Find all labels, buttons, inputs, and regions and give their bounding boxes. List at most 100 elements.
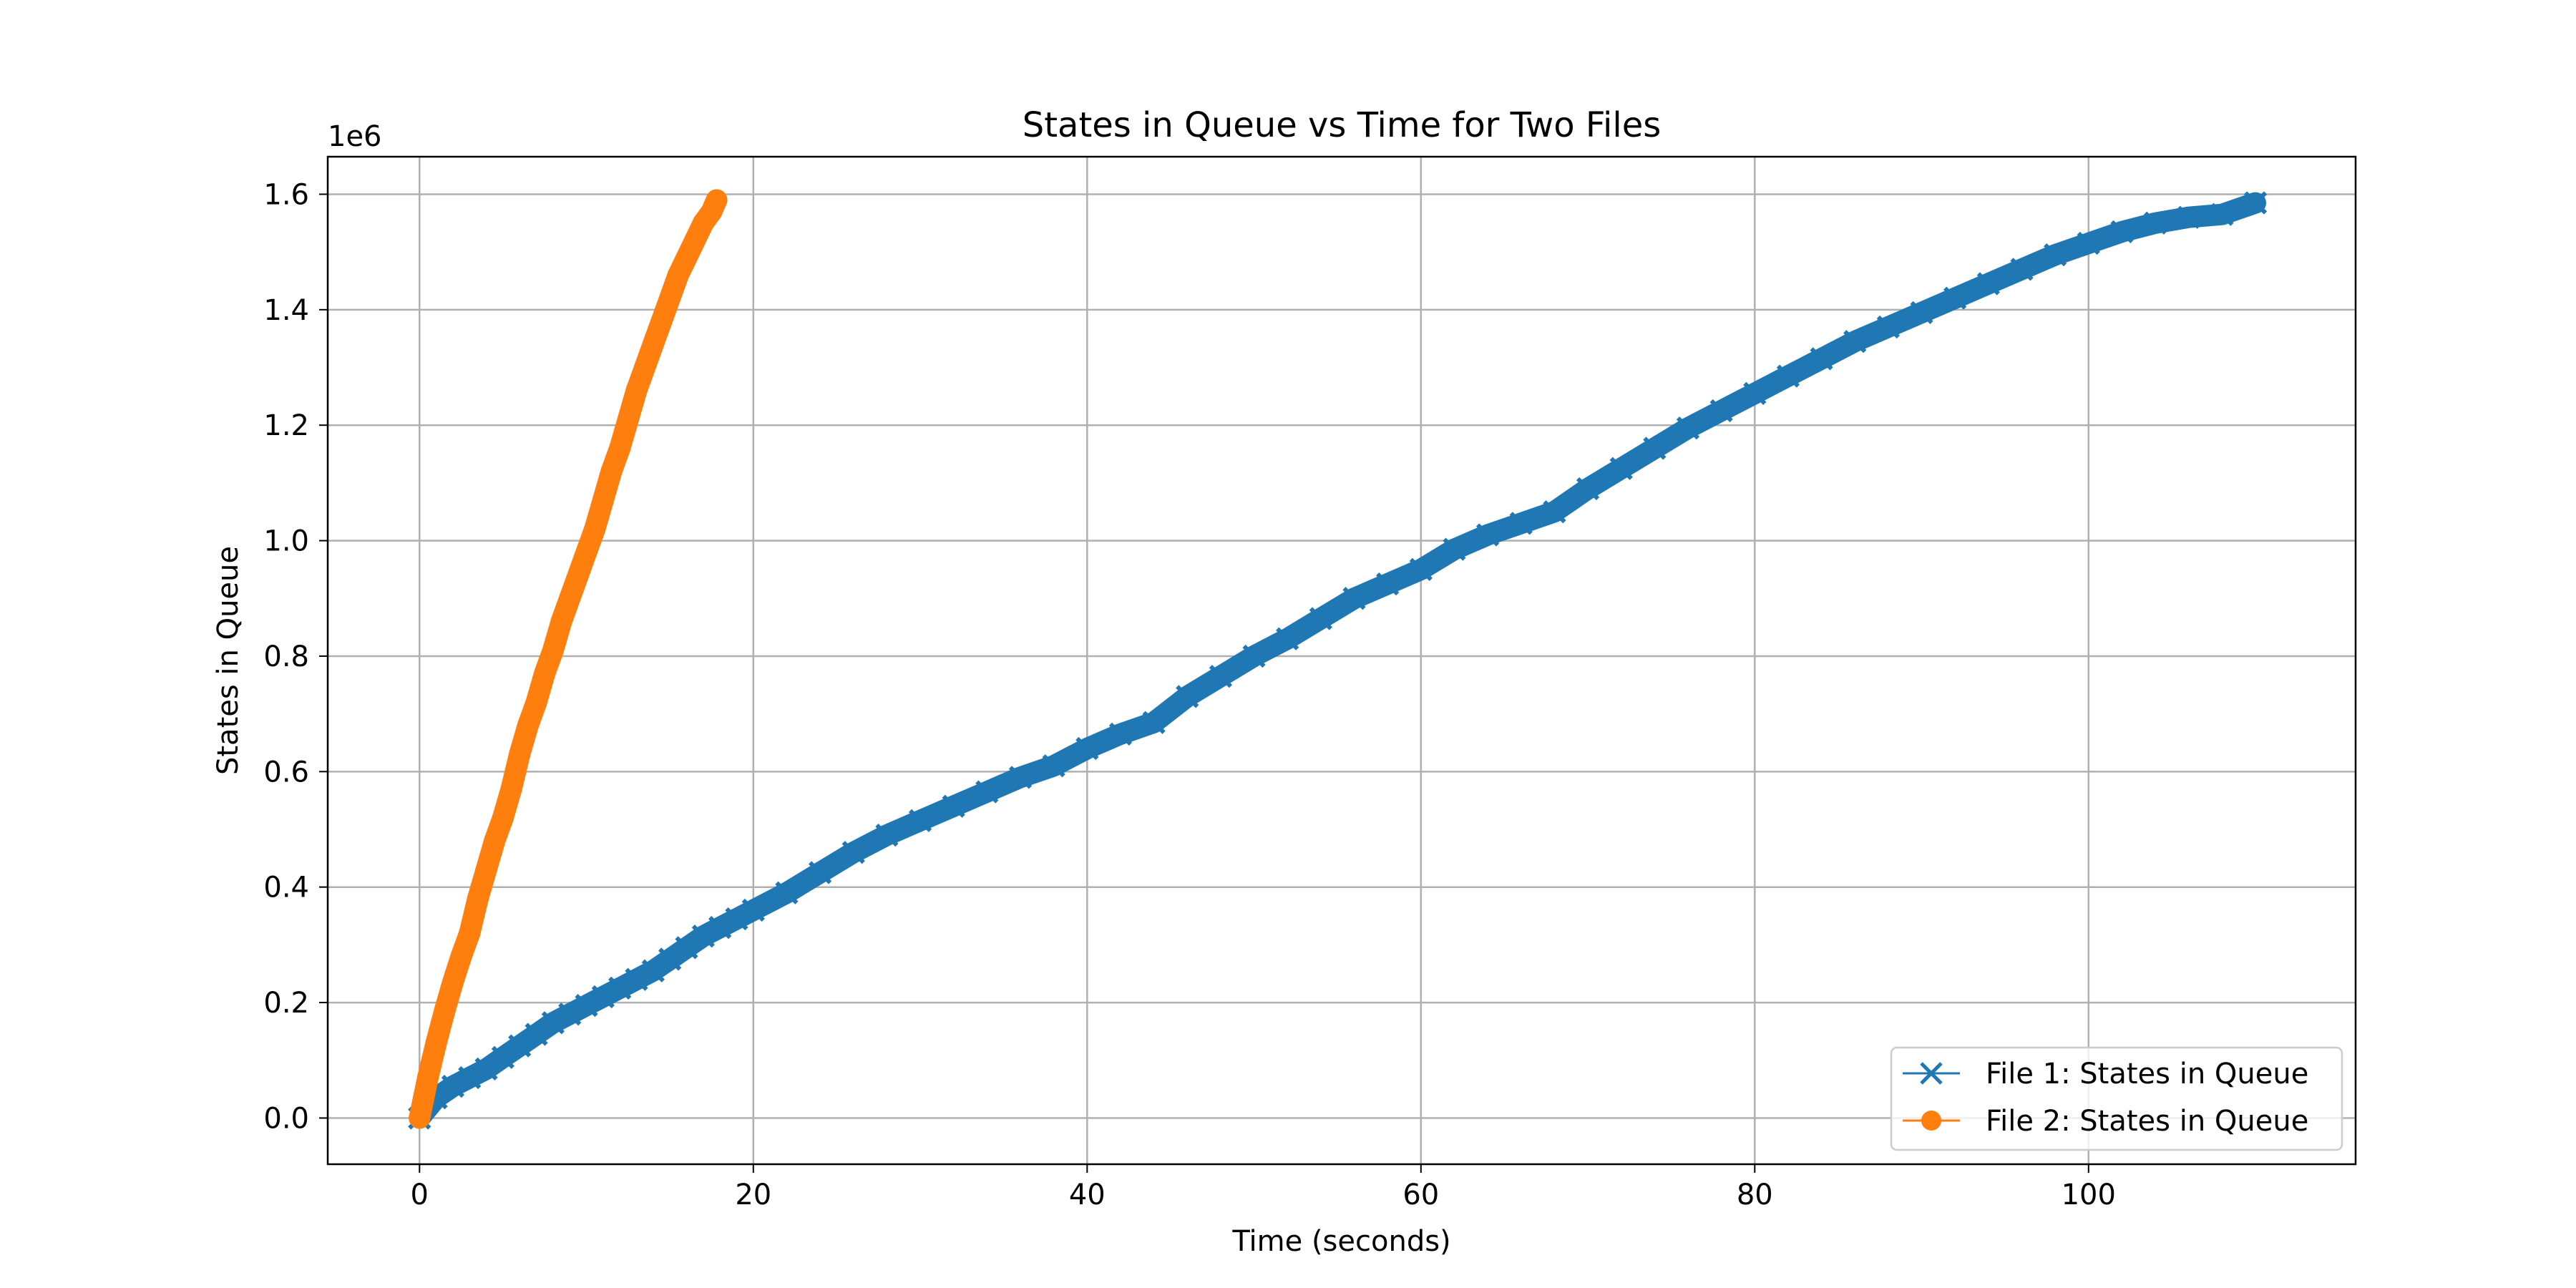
data-point-file-1: [775, 881, 799, 904]
data-point-file-1: [1042, 754, 1065, 778]
x-tick-label: 80: [1737, 1179, 1773, 1211]
data-point-file-1: [741, 898, 765, 922]
data-point-file-1: [1409, 557, 1433, 582]
data-point-file-1: [2177, 205, 2200, 229]
x-tick-label: 40: [1069, 1179, 1106, 1211]
data-point-file-2: [467, 887, 489, 909]
data-point-file-1: [1176, 685, 1199, 708]
data-point-file-2: [625, 379, 648, 401]
data-point-file-2: [475, 859, 497, 881]
data-point-file-1: [708, 916, 732, 940]
y-tick-label: 0.8: [263, 640, 309, 673]
data-point-file-1: [1843, 330, 1867, 353]
data-point-file-1: [1876, 315, 1901, 339]
data-point-file-2: [525, 691, 547, 713]
data-point-file-2: [634, 356, 656, 379]
data-point-file-1: [2210, 203, 2234, 226]
data-point-file-1: [1810, 347, 1833, 371]
data-point-file-1: [1543, 500, 1566, 524]
data-point-file-1: [2044, 243, 2067, 267]
y-tick-label: 1.0: [263, 525, 309, 558]
x-tick-label: 0: [411, 1179, 429, 1211]
data-point-file-2: [650, 310, 673, 332]
data-point-file-2: [559, 587, 581, 610]
data-point-file-1: [608, 976, 632, 1000]
data-point-file-1: [841, 841, 865, 864]
data-point-file-2: [600, 460, 623, 482]
data-point-file-1: [1008, 766, 1033, 789]
chart-title: States in Queue vs Time for Two Files: [1023, 105, 1662, 145]
data-point-file-1: [908, 809, 932, 833]
data-point-file-2: [667, 264, 689, 286]
legend-label-file-2: File 2: States in Queue: [1986, 1105, 2308, 1138]
data-point-file-1: [541, 1011, 565, 1035]
data-point-file-2: [642, 333, 664, 356]
data-point-file-2: [459, 922, 481, 945]
plot-frame: [326, 155, 2357, 1166]
data-point-file-1: [491, 1045, 515, 1069]
data-point-file-2: [675, 247, 698, 269]
data-point-file-2: [659, 287, 681, 309]
grid-lines: [328, 157, 2356, 1164]
data-point-file-2: [542, 639, 564, 661]
data-point-file-1: [575, 993, 598, 1018]
data-point-file-2: [584, 518, 606, 540]
data-point-file-1: [1943, 286, 1967, 310]
data-point-file-1: [1376, 572, 1400, 596]
data-point-file-2: [441, 971, 464, 993]
data-point-file-1: [2077, 231, 2100, 255]
data-point-file-1: [1609, 457, 1633, 480]
legend-label-file-1: File 1: States in Queue: [1986, 1058, 2308, 1091]
data-point-file-1: [2010, 258, 2034, 281]
legend: File 1: States in Queue File 2: States i…: [1890, 1046, 2343, 1151]
data-point-file-2: [534, 663, 556, 685]
data-point-file-1: [875, 823, 899, 847]
data-point-file-2: [425, 1032, 447, 1054]
data-point-file-1: [658, 947, 682, 971]
data-point-file-1: [1108, 722, 1133, 746]
data-point-file-2: [592, 489, 614, 512]
data-point-file-2: [517, 714, 539, 736]
data-point-file-1: [1676, 416, 1700, 440]
legend-box: [1890, 1046, 2343, 1151]
data-point-file-1: [625, 967, 648, 991]
data-point-file-2: [484, 830, 506, 852]
data-point-file-1: [1209, 665, 1233, 688]
data-point-file-1: [1075, 736, 1099, 761]
data-point-file-1: [558, 1002, 582, 1026]
data-point-file-1: [641, 959, 665, 982]
data-point-file-1: [1776, 364, 1800, 388]
data-point-file-1: [808, 861, 832, 884]
data-point-file-1: [2143, 211, 2167, 235]
y-tick-label: 0.6: [263, 756, 309, 789]
data-point-file-1: [1743, 381, 1767, 405]
x-tick-label: 60: [1402, 1179, 1439, 1211]
data-point-file-1: [725, 907, 748, 931]
data-point-file-1: [1443, 537, 1466, 561]
series-file-2: [409, 189, 728, 1129]
data-point-file-2: [706, 189, 728, 211]
data-point-file-1: [2243, 191, 2268, 215]
legend-circle-marker-icon: [1921, 1111, 1941, 1131]
data-point-file-1: [591, 985, 615, 1009]
y-tick-label: 0.2: [263, 987, 309, 1020]
data-point-file-1: [1309, 607, 1332, 630]
data-point-file-1: [458, 1065, 482, 1090]
legend-x-marker-icon: [1920, 1062, 1943, 1085]
data-point-file-1: [1576, 477, 1600, 501]
data-point-file-2: [550, 610, 572, 633]
data-point-file-1: [1242, 644, 1266, 668]
x-tick-label: 100: [2062, 1179, 2116, 1211]
x-axis-label: Time (seconds): [1231, 1225, 1450, 1258]
data-point-file-1: [1976, 272, 2000, 296]
data-point-file-1: [1910, 301, 1933, 324]
data-point-file-2: [567, 564, 589, 586]
data-point-file-2: [509, 743, 531, 766]
y-tick-label: 0.4: [263, 872, 309, 904]
data-point-file-1: [1643, 436, 1667, 460]
data-point-file-1: [1709, 399, 1733, 423]
data-point-file-1: [1509, 512, 1533, 535]
data-point-file-2: [416, 1066, 439, 1088]
data-point-file-1: [508, 1034, 532, 1058]
